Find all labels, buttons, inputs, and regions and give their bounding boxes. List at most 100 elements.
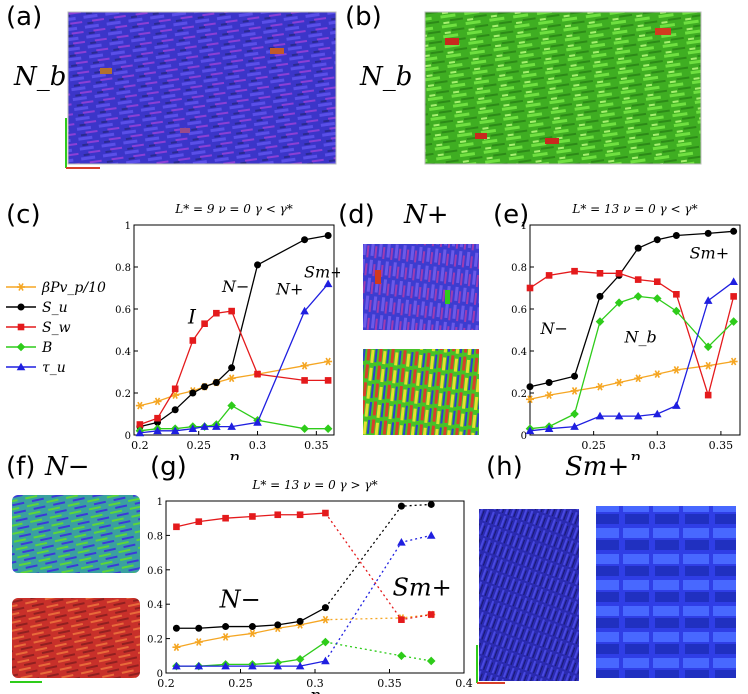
phase-annotation: Sm+ (690, 244, 730, 263)
data-point (323, 424, 333, 433)
data-point (729, 357, 738, 366)
data-point (321, 615, 330, 624)
phase-label-d: N+ (404, 200, 449, 230)
data-point (729, 317, 738, 326)
data-point (194, 638, 203, 646)
y-tick-label: 0.4 (511, 347, 527, 358)
data-point (323, 279, 333, 288)
data-point (300, 306, 309, 315)
legend-label: S_u (42, 300, 68, 316)
chart-g: L* = 13 ν = 0 γ > γ*0.2 0.25 0.3 0.35 0.400.… (147, 478, 473, 694)
chart-title: L* = 9 ν = 0 γ < γ* (174, 202, 293, 216)
series-line (139, 404, 329, 432)
phase-annotation: N− (540, 319, 568, 338)
data-point (398, 616, 405, 623)
legend-marker (17, 283, 25, 291)
y-tick-label: 0.2 (511, 389, 527, 400)
data-point (570, 387, 579, 395)
data-point (653, 370, 662, 378)
chart-c: L* = 9 ν = 0 γ < γ*0.2 0.25 0.3 0.3500.20.4… (115, 202, 340, 460)
data-point (704, 229, 712, 237)
data-point (324, 377, 332, 384)
legend-marker (17, 323, 25, 331)
x-axis-label: η (229, 448, 240, 460)
data-point (545, 379, 553, 386)
chart-e: L* = 13 ν = 0 γ < γ* 0.25 0.3 0.35 0 0.2 0.4 0.… (511, 202, 741, 460)
data-point (248, 623, 256, 631)
snapshot-h-left-image (476, 509, 579, 684)
series-line (529, 281, 735, 432)
phase-annotation: N− (219, 586, 261, 614)
data-point (526, 383, 534, 391)
y-tick-label: 0.8 (511, 263, 527, 274)
data-point (274, 511, 282, 519)
legend: βPv_p/10 S_u S_w Bτ_u (6, 280, 106, 376)
x-tick-label: 0.2 (157, 677, 175, 690)
panel-label-b: (b) (345, 2, 382, 32)
y-tick-label: 0.8 (147, 531, 163, 542)
data-point (300, 424, 309, 433)
data-point (195, 624, 203, 632)
data-point (212, 379, 220, 386)
phase-label-a: N_b (14, 62, 67, 92)
data-point (652, 409, 662, 418)
series-τ_u (135, 279, 333, 437)
x-axis-label: η (310, 686, 321, 694)
panel-label-g: (g) (150, 452, 187, 482)
data-point (188, 424, 198, 432)
y-tick-label: 0 (125, 431, 131, 442)
data-point (427, 500, 435, 508)
data-point (571, 267, 578, 275)
phase-annotation: N+ (275, 279, 303, 298)
data-point (614, 411, 624, 420)
data-point (189, 337, 197, 344)
data-point (570, 422, 579, 430)
data-point (615, 378, 624, 387)
phase-label-b: N_b (360, 62, 413, 92)
phase-label-f: N− (45, 452, 90, 482)
data-point (596, 382, 604, 391)
panel-label-e: (e) (493, 200, 530, 230)
y-tick-label: 1 (125, 221, 131, 232)
data-point (397, 651, 406, 661)
y-tick-label: 0.6 (115, 305, 131, 316)
data-point (194, 661, 204, 670)
series-S_u (172, 500, 435, 632)
series-line (139, 234, 329, 428)
series-line (529, 295, 735, 430)
data-point (324, 357, 333, 366)
data-point (273, 661, 283, 670)
data-point (201, 383, 209, 391)
data-point (200, 422, 209, 430)
x-tick-label: 0.35 (709, 439, 734, 452)
series-S_w (136, 307, 332, 428)
series-S_u (136, 232, 332, 431)
phase-annotation: I (187, 305, 197, 329)
data-point (322, 509, 329, 517)
legend-marker (16, 342, 26, 352)
data-point (301, 377, 308, 384)
phase-annotation: N_b (624, 328, 657, 347)
data-point (170, 426, 180, 435)
snapshot-a-image (65, 11, 337, 169)
chart-title: L* = 13 ν = 0 γ < γ* (571, 202, 697, 216)
data-point (173, 523, 180, 531)
data-point (571, 372, 579, 380)
data-point (397, 502, 405, 510)
data-point (253, 418, 262, 426)
legend-label: τ_u (42, 360, 66, 376)
data-point (135, 401, 144, 410)
y-tick-label: 1 (521, 221, 527, 232)
data-point (153, 397, 162, 406)
data-point (653, 236, 661, 244)
data-point (248, 661, 257, 670)
data-point (274, 621, 282, 629)
data-point (222, 514, 229, 522)
data-point (248, 629, 257, 638)
data-point (634, 276, 642, 283)
data-point (672, 401, 681, 409)
phase-label-h: Sm+ (565, 452, 630, 482)
data-point (673, 291, 680, 298)
data-point (212, 422, 221, 430)
data-point (596, 270, 604, 277)
